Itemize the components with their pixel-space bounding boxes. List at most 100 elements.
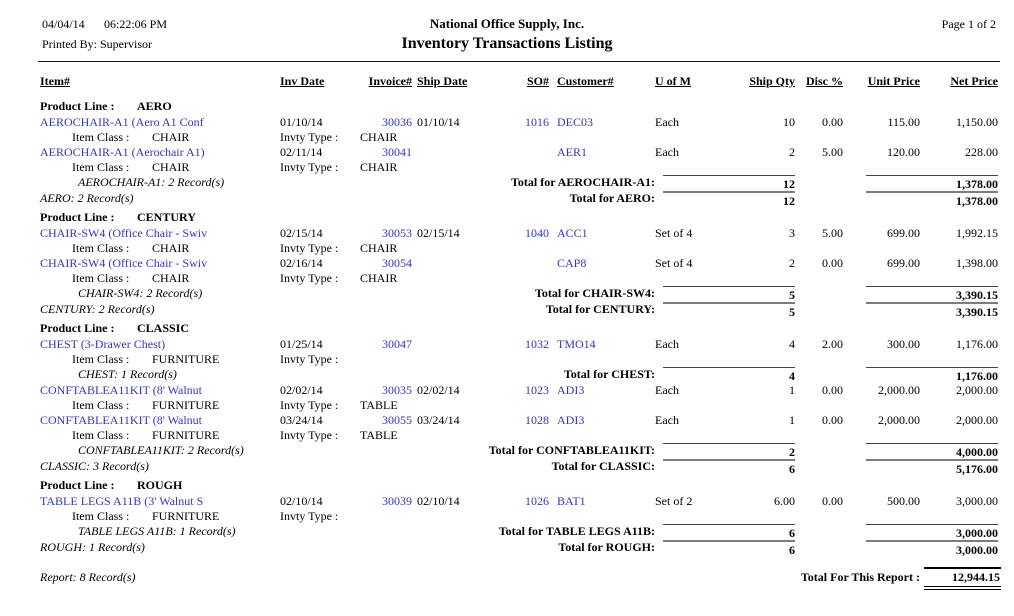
unit-price-cell: 115.00 [887,115,920,129]
group-total-net: 3,390.15 [866,302,998,320]
so-link[interactable]: 1028 [525,413,549,427]
inv-date-cell: 01/25/14 [280,337,323,351]
unit-price-cell: 699.00 [887,256,920,270]
customer-link[interactable]: BAT1 [557,494,586,508]
customer-link[interactable]: ACC1 [557,226,588,240]
invoice-link[interactable]: 30035 [382,383,412,397]
col-ship-date: Ship Date [417,74,468,88]
item-class-value: FURNITURE [152,509,220,523]
item-link[interactable]: TABLE LEGS A11B (3' Walnut S [40,494,204,508]
product-line-value: AERO [137,99,172,113]
invty-type-value: TABLE [360,428,398,442]
so-link[interactable]: 1016 [525,115,549,129]
item-total-net: 3,000.00 [866,524,998,541]
ship-date-cell: 01/10/14 [417,115,460,129]
item-class-label: Item Class : [72,352,130,366]
col-unit-price: Unit Price [867,74,920,88]
customer-link[interactable]: ADI3 [557,383,585,397]
item-link[interactable]: CHEST (3-Drawer Chest) [40,337,166,351]
header-divider [38,61,1000,62]
item-class-row: Item Class : FURNITURE Invty Type : TABL… [0,428,1014,443]
item-link[interactable]: CHAIR-SW4 (Office Chair - Swiv [40,226,208,240]
so-link[interactable]: 1023 [525,383,549,397]
unit-price-cell: 2,000.00 [878,383,920,397]
ship-date-cell: 02/15/14 [417,226,460,240]
item-link[interactable]: AEROCHAIR-A1 (Aerochair A1) [40,145,205,159]
group-total-row: CLASSIC: 3 Record(s) Total for CLASSIC: … [0,459,1014,476]
inv-date-cell: 03/24/14 [280,413,323,427]
unit-price-cell: 500.00 [887,494,920,508]
report-total-label: Total For This Report : [800,570,920,584]
so-link[interactable]: 1040 [525,226,549,240]
invoice-link[interactable]: 30055 [382,413,412,427]
invoice-link[interactable]: 30036 [382,115,412,129]
ship-qty-cell: 1 [789,383,795,397]
item-link[interactable]: CONFTABLEA11KIT (8' Walnut [40,413,203,427]
invty-type-value: TABLE [360,398,398,412]
unit-price-cell: 300.00 [887,337,920,351]
ship-date-cell: 03/24/14 [417,413,460,427]
item-class-label: Item Class : [72,428,130,442]
col-disc: Disc % [806,74,843,88]
invty-type-value: CHAIR [360,130,398,144]
ship-date-cell: 02/10/14 [417,494,460,508]
item-total-row: AEROCHAIR-A1: 2 Record(s) Total for AERO… [0,175,1014,191]
net-price-cell: 1,150.00 [956,115,998,129]
col-customer: Customer# [557,74,614,88]
item-link[interactable]: AEROCHAIR-A1 (Aero A1 Conf [40,115,204,129]
unit-price-cell: 699.00 [887,226,920,240]
net-price-cell: 2,000.00 [956,413,998,427]
customer-link[interactable]: AER1 [557,145,587,159]
ship-qty-cell: 10 [783,115,795,129]
col-uom: U of M [655,74,691,88]
invty-type-value: CHAIR [360,241,398,255]
transaction-row: CHAIR-SW4 (Office Chair - Swiv 02/16/14 … [0,256,1014,271]
item-class-row: Item Class : CHAIR Invty Type : CHAIR [0,130,1014,145]
transaction-row: CHAIR-SW4 (Office Chair - Swiv 02/15/14 … [0,226,1014,241]
group-total-row: AERO: 2 Record(s) Total for AERO: 12 1,3… [0,191,1014,208]
invoice-link[interactable]: 30047 [382,337,412,351]
disc-cell: 0.00 [822,115,843,129]
so-link[interactable]: 1026 [525,494,549,508]
disc-cell: 5.00 [822,226,843,240]
ship-qty-cell: 3 [789,226,795,240]
item-total-row: CHEST: 1 Record(s) Total for CHEST: 4 1,… [0,367,1014,383]
item-class-value: FURNITURE [152,398,220,412]
item-total-row: CHAIR-SW4: 2 Record(s) Total for CHAIR-S… [0,286,1014,302]
item-class-row: Item Class : CHAIR Invty Type : CHAIR [0,271,1014,286]
invoice-link[interactable]: 30054 [382,256,412,270]
group-total-label: Total for CENTURY: [545,302,655,316]
report-title: Inventory Transactions Listing [401,35,613,52]
item-link[interactable]: CHAIR-SW4 (Office Chair - Swiv [40,256,208,270]
customer-link[interactable]: TMO14 [557,337,596,351]
product-line-label: Product Line : [40,478,115,492]
invty-type-value: CHAIR [360,160,398,174]
item-class-value: CHAIR [152,160,190,174]
disc-cell: 0.00 [822,256,843,270]
invoice-link[interactable]: 30039 [382,494,412,508]
group-total-label: Total for CLASSIC: [551,459,655,473]
net-price-cell: 228.00 [965,145,998,159]
item-total-net: 1,176.00 [866,367,998,384]
invoice-link[interactable]: 30053 [382,226,412,240]
so-link[interactable]: 1032 [525,337,549,351]
unit-price-cell: 120.00 [887,145,920,159]
item-class-value: CHAIR [152,241,190,255]
customer-link[interactable]: ADI3 [557,413,585,427]
unit-price-cell: 2,000.00 [878,413,920,427]
disc-cell: 0.00 [822,383,843,397]
transaction-row: AEROCHAIR-A1 (Aerochair A1) 02/11/14 300… [0,145,1014,160]
group-record-count: CENTURY: 2 Record(s) [40,302,155,316]
invoice-link[interactable]: 30041 [382,145,412,159]
item-total-qty: 4 [663,367,795,384]
customer-link[interactable]: CAP8 [557,256,587,270]
net-price-cell: 3,000.00 [956,494,998,508]
product-line-value: ROUGH [137,478,183,492]
item-link[interactable]: CONFTABLEA11KIT (8' Walnut [40,383,203,397]
item-class-row: Item Class : FURNITURE Invty Type : [0,352,1014,367]
item-class-label: Item Class : [72,509,130,523]
customer-link[interactable]: DEC03 [557,115,593,129]
net-price-cell: 1,398.00 [956,256,998,270]
col-net-price: Net Price [950,74,998,88]
